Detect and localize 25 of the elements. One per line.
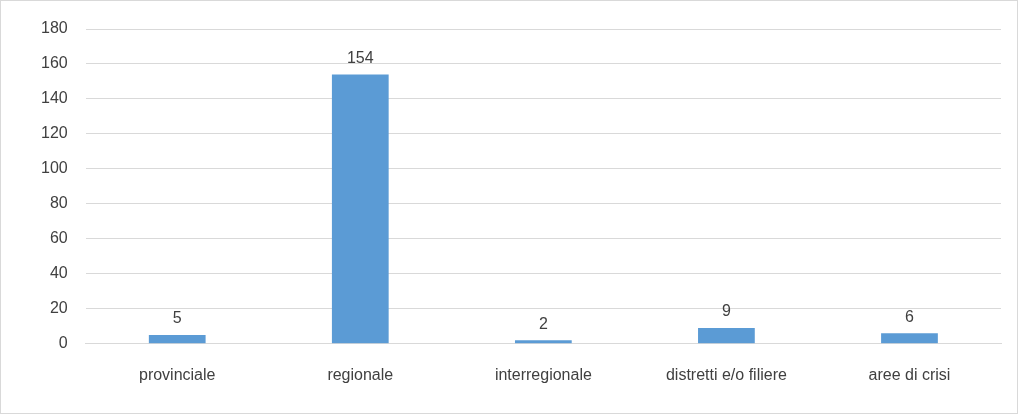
y-tick-label: 60	[49, 229, 68, 247]
bar	[514, 340, 572, 344]
y-tick-label: 120	[40, 124, 68, 142]
bar	[698, 328, 755, 344]
x-tick-label: provinciale	[138, 365, 216, 383]
x-tick-label: aree di crisi	[868, 365, 951, 383]
data-label: 5	[172, 309, 182, 327]
bar	[881, 333, 938, 344]
y-tick-label: 80	[49, 194, 68, 212]
x-tick-label: regionale	[327, 365, 394, 383]
bar	[148, 335, 206, 344]
data-label: 9	[721, 302, 731, 320]
data-label: 6	[905, 307, 915, 325]
y-tick-label: 40	[49, 264, 68, 282]
data-label: 154	[346, 48, 374, 66]
y-tick-label: 20	[49, 299, 68, 317]
x-tick-label: distretti e/o filiere	[665, 365, 787, 383]
x-tick-label: interregionale	[494, 365, 592, 383]
y-tick-label: 100	[40, 159, 68, 177]
y-tick-label: 180	[40, 19, 68, 37]
y-tick-label: 160	[40, 54, 68, 72]
y-tick-label: 140	[40, 89, 68, 107]
data-label: 2	[538, 314, 548, 332]
y-tick-label: 0	[58, 334, 68, 352]
bar	[331, 74, 389, 344]
